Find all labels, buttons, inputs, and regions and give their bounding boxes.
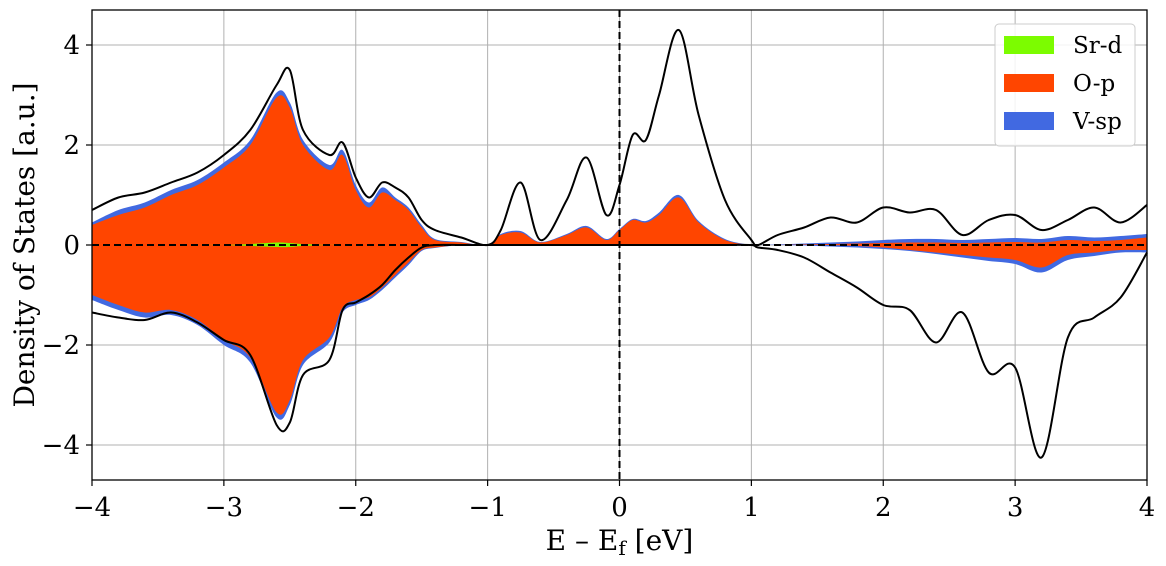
x-tick-label: −2 (337, 493, 375, 523)
total-dos-line-up (91, 28, 1148, 247)
legend-swatch-o-p (1004, 74, 1054, 92)
x-tick-label: −3 (205, 493, 243, 523)
x-axis-label-main: E – E (546, 524, 619, 557)
legend-swatch-v-sp (1004, 112, 1054, 130)
x-tick-label: 3 (1007, 493, 1024, 523)
x-tick-label: 0 (611, 493, 628, 523)
x-tick-label: 1 (743, 493, 760, 523)
y-tick-label: 4 (63, 31, 80, 61)
x-axis-ticks: −4 −3 −2 −1 0 1 2 3 4 (73, 480, 1155, 523)
y-tick-label: −4 (42, 431, 80, 461)
x-tick-label: 4 (1139, 493, 1156, 523)
reference-lines (92, 10, 1147, 480)
y-tick-label: 2 (63, 131, 80, 161)
x-tick-label: −4 (73, 493, 111, 523)
legend-label-o-p: O-p (1073, 71, 1115, 97)
x-axis-label-unit: [eV] (626, 524, 694, 557)
area-o-p-down (92, 244, 1147, 415)
area-o-p-up (92, 95, 1147, 246)
y-tick-label: 0 (63, 231, 80, 261)
x-axis-label-sub: f (618, 536, 627, 560)
x-tick-label: −1 (468, 493, 506, 523)
legend-label-v-sp: V-sp (1072, 109, 1122, 135)
x-tick-label: 2 (875, 493, 892, 523)
y-axis-ticks: −4 −2 0 2 4 (42, 31, 92, 461)
x-axis-label: E – Ef [eV] (546, 524, 694, 560)
y-tick-label: −2 (42, 331, 80, 361)
legend-swatch-sr-d (1004, 36, 1054, 54)
dos-areas (92, 90, 1147, 420)
legend: Sr-d O-p V-sp (994, 23, 1136, 147)
legend-label-sr-d: Sr-d (1073, 33, 1123, 59)
y-axis-label: Density of States [a.u.] (8, 82, 41, 407)
